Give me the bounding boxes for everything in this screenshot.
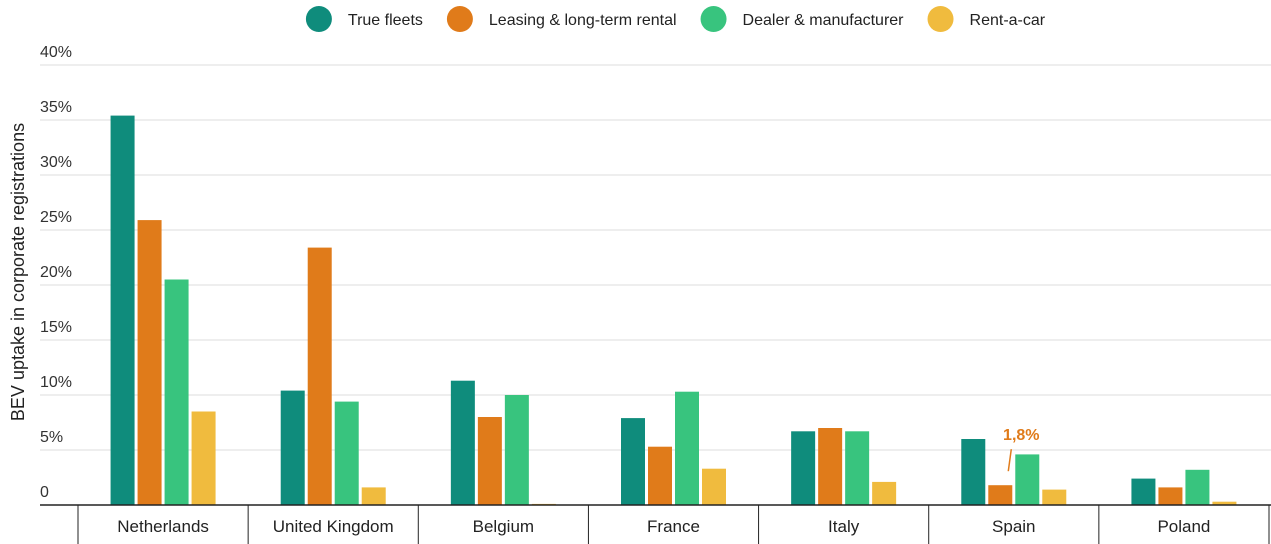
bar [1185,469,1210,505]
bar [621,418,645,505]
legend-entry: Leasing & long-term rental [489,12,677,29]
bar [334,401,359,505]
y-tick-label: 15% [40,319,72,336]
y-axis-ticks: 0 5% 10% 15% 20% 25% 30% 35% 40% [40,44,72,501]
bars [110,115,1237,505]
y-tick-label: 20% [40,264,72,281]
bar [1131,478,1156,505]
x-axis: Netherlands United Kingdom Belgium France It… [40,504,1271,544]
bar [648,446,672,505]
legend-swatch [305,6,332,32]
y-tick-label: 40% [40,44,72,61]
y-tick-label: 10% [40,374,72,391]
bar [988,485,1013,505]
bar [280,390,305,505]
annotation-label: 1,8% [1003,427,1039,444]
bar [1042,489,1067,505]
legend: True fleets Leasing & long-term rental Dea… [305,6,1046,32]
x-tick-label: Belgium [473,517,534,536]
legend-entry: True fleets [348,12,423,29]
bar [110,115,135,505]
y-tick-label: 35% [40,99,72,116]
gridlines [40,64,1271,451]
y-tick-label: 5% [40,429,63,446]
x-tick-label: France [647,517,700,536]
y-tick-label: 25% [40,209,72,226]
y-tick-label: 0 [40,484,49,501]
bar [702,468,726,505]
bar [1015,454,1040,505]
bar [137,220,162,505]
legend-swatch [700,6,727,32]
legend-entry: Dealer & manufacturer [743,12,905,29]
bar [675,391,699,505]
bar [961,439,986,505]
y-axis-label: BEV uptake in corporate registrations [8,123,28,421]
bar [504,395,529,505]
x-tick-label: Italy [828,517,860,536]
annotations: 1,8% [1003,427,1040,472]
bar [361,487,386,505]
x-tick-label: Netherlands [117,517,209,536]
bar [191,411,216,505]
bar [1212,501,1237,505]
bar [791,431,816,505]
legend-swatch [927,6,954,32]
bar [164,279,189,505]
bar [872,481,897,505]
bar [307,247,332,505]
bar [477,417,502,505]
bar [1158,487,1183,505]
x-tick-label: Poland [1157,517,1210,536]
x-tick-label: United Kingdom [273,517,394,536]
y-tick-label: 30% [40,154,72,171]
legend-entry: Rent-a-car [970,12,1046,29]
legend-swatch [446,6,473,32]
annotation-leader-line [1007,449,1013,472]
bar [450,380,475,505]
bar [818,428,843,505]
x-tick-label: Spain [992,517,1035,536]
bar [845,431,870,505]
